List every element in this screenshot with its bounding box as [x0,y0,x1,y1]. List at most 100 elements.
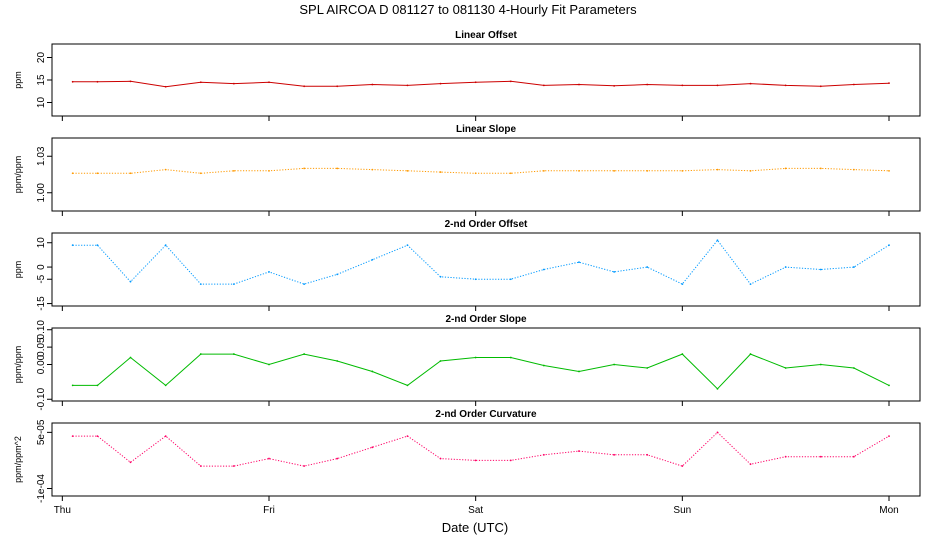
data-point [784,367,787,369]
data-point [406,84,409,87]
data-point [474,81,477,84]
data-point [303,353,306,355]
data-point [819,167,822,170]
y-tick-label: 1.03 [36,146,47,166]
data-point [888,169,890,172]
data-point [852,455,855,458]
data-point [268,271,270,273]
data-point [96,384,99,387]
data-point [578,261,580,264]
x-axis-label: Date (UTC) [442,520,508,535]
panel-title: Linear Offset [455,30,517,41]
data-point [371,168,374,171]
data-point [716,387,719,390]
x-tick-label: Sat [468,505,483,516]
data-point [819,268,822,271]
data-point [129,461,132,464]
panel-title: 2-nd Order Slope [445,314,527,325]
data-point [784,167,787,170]
data-point [784,266,787,268]
data-point [406,384,409,387]
y-axis-label: ppm/ppm [13,346,23,384]
data-point [336,273,339,276]
data-point [303,167,306,170]
data-point [71,435,74,438]
data-point [129,172,132,175]
panel-title: 2-nd Order Offset [445,219,528,230]
y-tick-label: 20 [36,52,47,64]
data-point [268,457,270,460]
data-point [303,283,306,285]
data-point [646,453,649,456]
data-point [852,168,855,171]
data-point [509,459,512,462]
data-point [164,384,167,387]
series-line [72,353,890,390]
y-tick-label: 15 [36,74,47,86]
data-point [371,446,374,449]
data-point [542,453,545,456]
y-axis-label: ppm [13,71,23,89]
data-point [232,283,235,285]
y-axis-label: ppm/ppm^2 [13,436,23,483]
data-point [71,244,74,247]
data-point [681,283,684,285]
data-point [439,82,442,85]
data-point [646,266,649,268]
plot-frame [51,137,921,212]
data-point [578,83,580,86]
data-point [542,364,545,367]
y-axis-label: ppm [13,261,23,279]
data-point [371,258,374,261]
data-point [509,356,512,359]
data-point [96,435,99,438]
data-point [129,356,132,359]
x-tick-label: Fri [263,505,275,516]
data-point [716,239,719,242]
data-point [749,82,752,85]
y-tick-label: -1e-04 [36,474,47,503]
plot-frame [51,327,921,402]
data-point [542,268,545,271]
data-point [578,169,580,172]
plot-frame [51,232,921,307]
y-tick-label: 1.00 [36,183,47,203]
plot-frame [51,43,921,117]
data-point [268,169,270,172]
data-point [406,169,409,172]
data-point [852,266,855,268]
data-point [336,457,339,460]
y-tick-label: 5e-05 [36,419,47,445]
panel-linear-slope: Linear Slope 1.00 1.03 ppm/ppm [13,124,921,216]
data-point [439,275,442,278]
data-point [578,370,580,373]
data-point [71,384,74,387]
data-point [646,367,649,369]
data-point [888,435,890,438]
data-point [542,169,545,172]
data-point [613,271,616,273]
data-point [819,363,822,366]
y-tick-label: 10 [36,237,47,249]
data-point [474,278,477,281]
data-point [303,85,306,88]
data-point [613,169,616,172]
data-point [749,353,752,355]
series-line [72,431,890,467]
data-point [716,84,719,87]
data-point [371,83,374,86]
data-point [646,83,649,86]
data-point [164,85,167,88]
x-tick-label: Mon [879,505,898,516]
data-point [129,80,132,83]
data-point [336,360,339,362]
data-point [439,457,442,460]
data-point [509,278,512,281]
data-point [199,465,202,467]
data-point [888,384,890,387]
y-tick-label: -0.10 [36,387,47,410]
data-point [439,360,442,362]
data-point [232,82,235,85]
data-point [268,81,270,84]
data-point [371,370,374,373]
